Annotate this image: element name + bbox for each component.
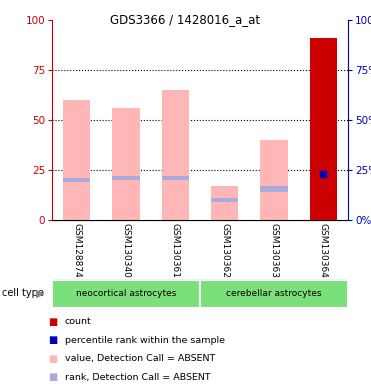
- Text: GSM130361: GSM130361: [171, 223, 180, 278]
- Text: GSM130362: GSM130362: [220, 223, 229, 278]
- Bar: [52, 280, 200, 308]
- Bar: [310, 38, 337, 220]
- Bar: [63, 178, 90, 182]
- Text: cell type: cell type: [2, 288, 44, 298]
- Text: cerebellar astrocytes: cerebellar astrocytes: [226, 290, 322, 298]
- Text: rank, Detection Call = ABSENT: rank, Detection Call = ABSENT: [65, 372, 211, 382]
- Text: value, Detection Call = ABSENT: value, Detection Call = ABSENT: [65, 354, 215, 363]
- Bar: [211, 198, 238, 202]
- Text: percentile rank within the sample: percentile rank within the sample: [65, 336, 225, 345]
- Bar: [112, 176, 139, 180]
- Text: ■: ■: [48, 335, 58, 345]
- Text: ■: ■: [48, 354, 58, 364]
- Text: GSM130364: GSM130364: [319, 223, 328, 278]
- Bar: [162, 176, 189, 180]
- Bar: [112, 108, 139, 220]
- Bar: [260, 140, 288, 220]
- Text: GSM128874: GSM128874: [72, 223, 81, 278]
- Text: neocortical astrocytes: neocortical astrocytes: [76, 290, 176, 298]
- Bar: [211, 186, 238, 220]
- Text: GSM130363: GSM130363: [269, 223, 279, 278]
- Bar: [260, 186, 288, 192]
- Text: ■: ■: [48, 317, 58, 327]
- Text: count: count: [65, 317, 92, 326]
- Text: GSM130340: GSM130340: [121, 223, 131, 278]
- Text: ■: ■: [48, 372, 58, 382]
- Text: GDS3366 / 1428016_a_at: GDS3366 / 1428016_a_at: [111, 13, 260, 26]
- Bar: [200, 280, 348, 308]
- Bar: [63, 100, 90, 220]
- Bar: [162, 90, 189, 220]
